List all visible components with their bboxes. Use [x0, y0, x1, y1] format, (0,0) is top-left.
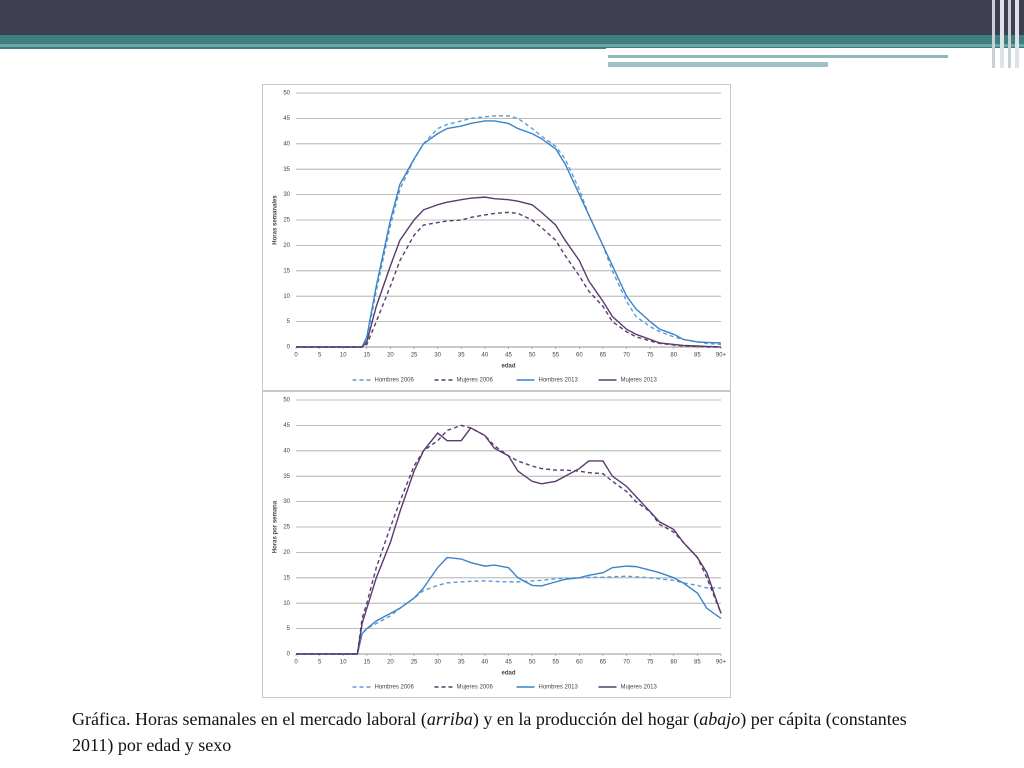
- header-decoration: [0, 0, 1024, 68]
- y-tick-label: 10: [283, 601, 290, 607]
- caption-text: Gráfica. Horas semanales en el mercado l…: [72, 709, 427, 729]
- x-tick-label: 30: [434, 353, 441, 359]
- y-tick-label: 0: [287, 652, 291, 658]
- x-tick-label: 15: [363, 353, 370, 359]
- y-tick-label: 25: [283, 525, 290, 531]
- x-tick-label: 80: [670, 353, 677, 359]
- x-tick-label: 75: [647, 353, 654, 359]
- y-tick-label: 35: [283, 167, 290, 173]
- x-tick-label: 60: [576, 660, 583, 666]
- x-tick-label: 30: [434, 660, 441, 666]
- x-tick-label: 45: [505, 660, 512, 666]
- legend-label: Hombres 2006: [375, 685, 415, 691]
- x-tick-label: 60: [576, 353, 583, 359]
- x-tick-label: 0: [294, 353, 298, 359]
- x-tick-label: 25: [411, 353, 418, 359]
- y-tick-label: 15: [283, 575, 290, 581]
- legend-label: Hombres 2013: [539, 685, 579, 691]
- x-tick-label: 90+: [716, 353, 727, 359]
- y-tick-label: 50: [283, 398, 290, 404]
- x-tick-label: 90+: [716, 660, 727, 666]
- x-tick-label: 20: [387, 353, 394, 359]
- x-tick-label: 65: [600, 353, 607, 359]
- y-axis-label: Horas semanales: [273, 195, 279, 245]
- y-tick-label: 5: [287, 319, 291, 325]
- x-tick-label: 70: [623, 353, 630, 359]
- x-tick-label: 50: [529, 660, 536, 666]
- y-tick-label: 5: [287, 626, 291, 632]
- y-axis-label: Horas por semana: [273, 500, 279, 553]
- caption: Gráfica. Horas semanales en el mercado l…: [72, 706, 952, 758]
- legend-label: Mujeres 2013: [621, 378, 658, 384]
- x-tick-label: 55: [552, 353, 559, 359]
- x-tick-label: 45: [505, 353, 512, 359]
- x-tick-label: 85: [694, 353, 701, 359]
- legend-label: Hombres 2013: [539, 378, 579, 384]
- y-tick-label: 30: [283, 192, 290, 198]
- y-tick-label: 15: [283, 268, 290, 274]
- x-axis-label: edad: [501, 671, 515, 677]
- x-tick-label: 70: [623, 660, 630, 666]
- y-tick-label: 10: [283, 294, 290, 300]
- caption-text: ) y en la producción del hogar (: [472, 709, 700, 729]
- caption-italic: abajo: [699, 709, 741, 729]
- x-tick-label: 35: [458, 353, 465, 359]
- series-line: [296, 556, 722, 655]
- x-tick-label: 0: [294, 660, 298, 666]
- y-tick-label: 50: [283, 91, 290, 97]
- y-tick-label: 30: [283, 499, 290, 505]
- y-tick-label: 20: [283, 550, 290, 556]
- x-tick-label: 5: [318, 353, 322, 359]
- caption-text: ) per cápita (constantes 2011) por edad …: [72, 709, 907, 755]
- legend-label: Hombres 2006: [375, 378, 415, 384]
- x-tick-label: 10: [340, 660, 347, 666]
- x-tick-label: 80: [670, 660, 677, 666]
- x-tick-label: 5: [318, 660, 322, 666]
- series-line: [296, 427, 722, 655]
- y-tick-label: 40: [283, 141, 290, 147]
- x-tick-label: 85: [694, 660, 701, 666]
- series-line: [296, 196, 722, 348]
- x-tick-label: 15: [363, 660, 370, 666]
- chart-panel: 0 5 10 15 20 25 30 35 40 45 50 0 5 10 15 20 25 30 35 40 45 50…: [262, 391, 731, 698]
- series-line: [296, 115, 722, 348]
- legend-label: Mujeres 2006: [457, 685, 494, 691]
- x-tick-label: 20: [387, 660, 394, 666]
- series-line: [296, 575, 721, 655]
- y-tick-label: 35: [283, 474, 290, 480]
- series-line: [296, 211, 721, 348]
- x-axis-label: edad: [501, 364, 515, 370]
- x-tick-label: 55: [552, 660, 559, 666]
- legend-label: Mujeres 2006: [457, 378, 494, 384]
- y-tick-label: 0: [287, 345, 291, 351]
- x-tick-label: 40: [482, 353, 489, 359]
- series-line: [296, 424, 722, 655]
- x-tick-label: 25: [411, 660, 418, 666]
- chart-panel: 0 5 10 15 20 25 30 35 40 45 50 0 5 10 15 20 25 30 35 40 45 50…: [262, 84, 731, 391]
- chart: 0 5 10 15 20 25 30 35 40 45 50 0 5 10 15 20 25 30 35 40 45 50…: [273, 398, 727, 691]
- x-tick-label: 75: [647, 660, 654, 666]
- x-tick-label: 50: [529, 353, 536, 359]
- y-tick-label: 25: [283, 218, 290, 224]
- legend-label: Mujeres 2013: [621, 685, 658, 691]
- x-tick-label: 65: [600, 660, 607, 666]
- x-tick-label: 40: [482, 660, 489, 666]
- y-tick-label: 20: [283, 243, 290, 249]
- y-tick-label: 40: [283, 448, 290, 454]
- series-line: [296, 120, 722, 348]
- y-tick-label: 45: [283, 116, 290, 122]
- y-tick-label: 45: [283, 423, 290, 429]
- chart: 0 5 10 15 20 25 30 35 40 45 50 0 5 10 15 20 25 30 35 40 45 50…: [273, 91, 727, 384]
- x-tick-label: 35: [458, 660, 465, 666]
- caption-italic: arriba: [426, 709, 473, 729]
- x-tick-label: 10: [340, 353, 347, 359]
